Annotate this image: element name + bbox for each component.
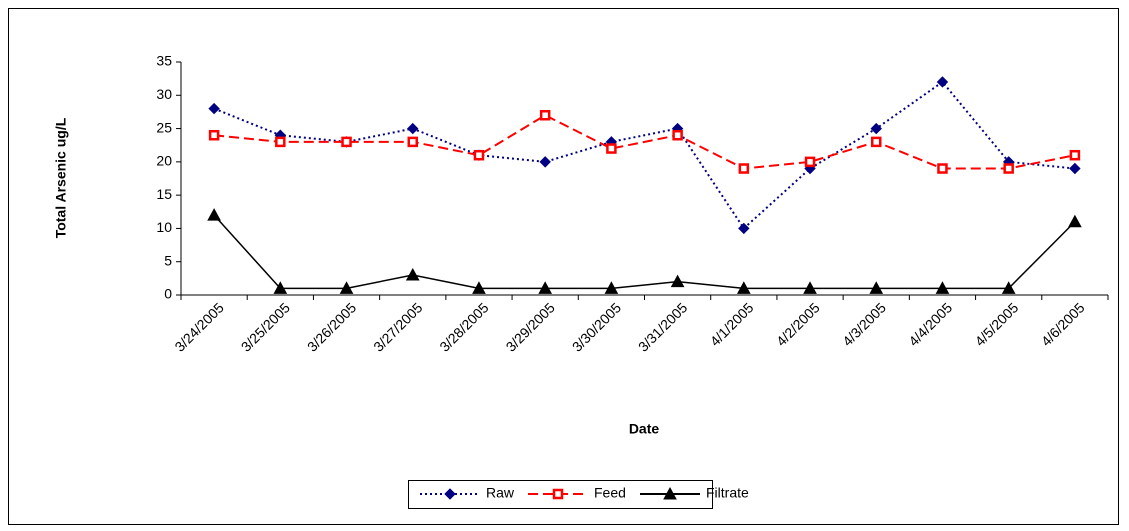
marker — [935, 281, 950, 294]
y-axis-title: Total Arsenic ug/L — [53, 117, 69, 238]
marker — [604, 281, 619, 294]
marker — [738, 163, 750, 174]
marker — [663, 486, 677, 500]
marker — [339, 281, 354, 294]
marker — [937, 163, 948, 174]
marker — [405, 267, 420, 281]
marker — [341, 136, 352, 148]
y-tick-label: 10 — [156, 219, 172, 235]
series-line — [214, 114, 1076, 170]
marker — [1069, 149, 1081, 161]
marker — [208, 129, 220, 141]
y-tick-label: 25 — [156, 119, 172, 135]
marker — [473, 149, 485, 161]
marker — [444, 488, 456, 500]
y-tick-label: 35 — [156, 53, 172, 69]
x-axis-title: Date — [629, 421, 660, 437]
marker — [936, 76, 949, 88]
marker — [472, 281, 486, 294]
marker — [1003, 163, 1014, 174]
marker — [539, 156, 551, 168]
marker — [672, 129, 683, 141]
marker — [606, 143, 617, 154]
legend-label: Feed — [594, 485, 626, 501]
series-line — [213, 214, 1076, 290]
marker — [736, 281, 751, 294]
marker — [803, 281, 817, 294]
marker — [670, 274, 685, 288]
marker — [207, 208, 221, 221]
chart-border — [8, 8, 1119, 525]
legend-label: Raw — [486, 485, 515, 501]
marker — [869, 281, 884, 294]
marker — [871, 136, 882, 148]
marker — [275, 136, 286, 148]
marker — [804, 156, 816, 168]
y-tick-label: 0 — [164, 286, 172, 302]
y-tick-label: 30 — [156, 86, 172, 102]
marker — [1068, 214, 1082, 228]
legend-label: Filtrate — [706, 485, 749, 501]
marker — [738, 222, 750, 235]
marker — [407, 122, 419, 135]
marker — [208, 102, 220, 115]
marker — [407, 136, 418, 148]
series-line — [213, 80, 1075, 230]
y-tick-label: 15 — [156, 186, 172, 202]
marker — [273, 281, 288, 294]
marker — [552, 488, 564, 500]
y-tick-label: 20 — [156, 153, 172, 169]
y-tick-label: 5 — [164, 252, 172, 268]
marker — [539, 110, 551, 121]
marker — [538, 281, 553, 294]
marker — [1001, 281, 1016, 294]
marker — [1069, 162, 1081, 175]
marker — [870, 122, 882, 135]
